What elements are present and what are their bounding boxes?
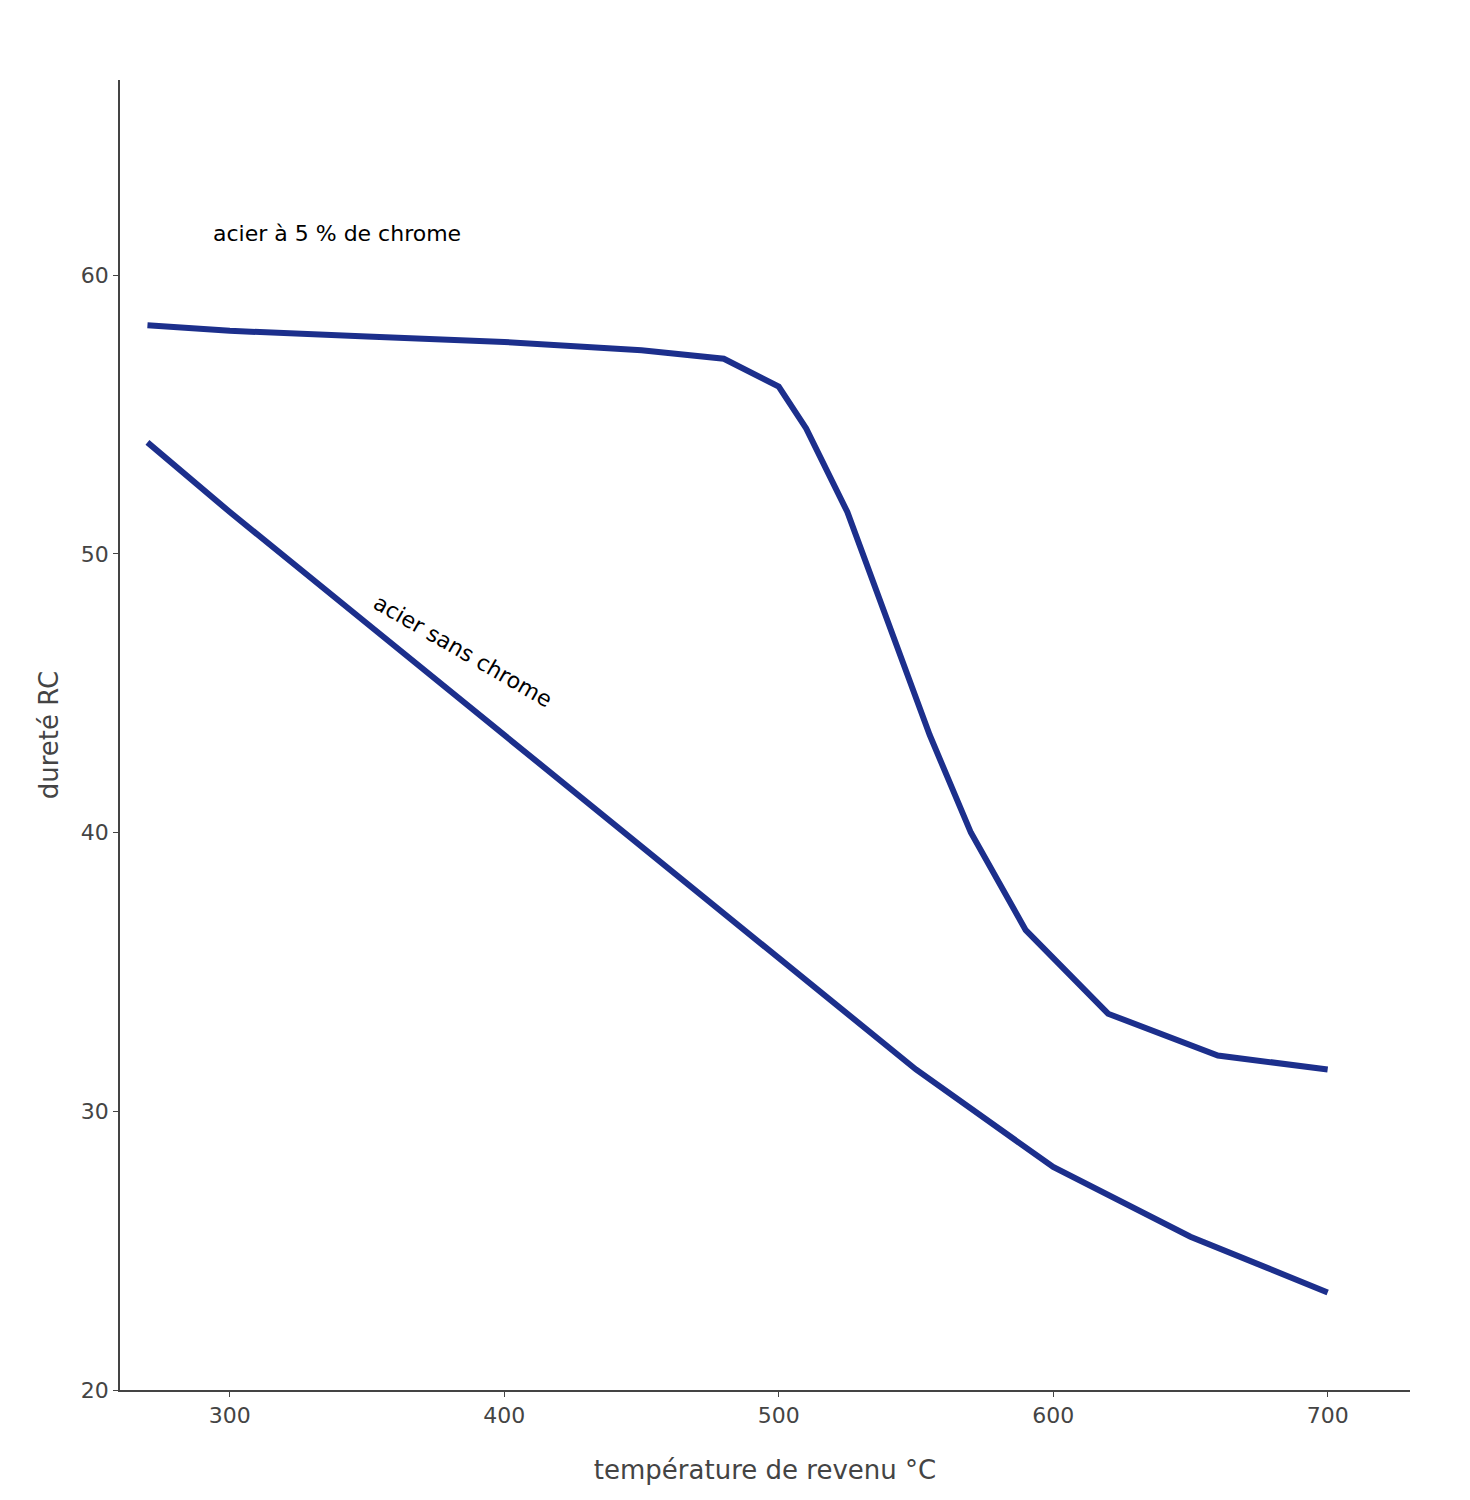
svg-text:300: 300	[209, 1403, 251, 1428]
svg-text:dureté RC: dureté RC	[34, 671, 64, 799]
svg-text:acier à 5 % de chrome: acier à 5 % de chrome	[213, 221, 461, 246]
svg-text:40: 40	[81, 820, 109, 845]
svg-text:700: 700	[1307, 1403, 1349, 1428]
svg-text:400: 400	[483, 1403, 525, 1428]
svg-text:500: 500	[758, 1403, 800, 1428]
svg-text:acier sans chrome: acier sans chrome	[369, 590, 556, 712]
svg-text:60: 60	[81, 263, 109, 288]
svg-text:600: 600	[1032, 1403, 1074, 1428]
svg-text:30: 30	[81, 1099, 109, 1124]
svg-text:50: 50	[81, 542, 109, 567]
svg-text:température de revenu °C: température de revenu °C	[594, 1455, 936, 1485]
svg-text:20: 20	[81, 1378, 109, 1403]
